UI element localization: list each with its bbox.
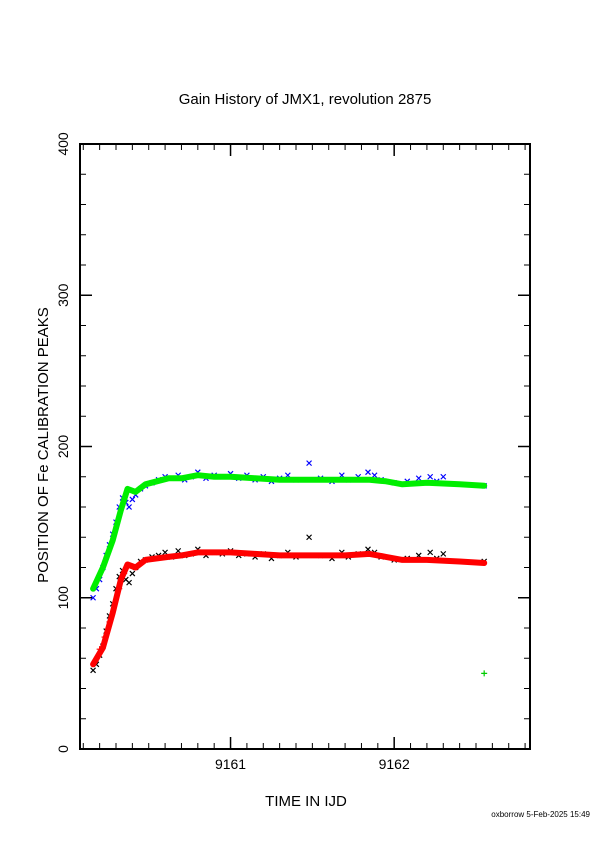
plot-area xyxy=(90,460,488,677)
fit-line xyxy=(90,549,488,668)
x-tick-label: 9161 xyxy=(215,756,246,772)
data-point-x xyxy=(427,549,434,556)
data-point-x xyxy=(126,504,133,510)
data-point-x xyxy=(90,594,97,601)
data-point-x xyxy=(427,473,434,480)
data-point-x xyxy=(440,473,447,480)
data-point-x xyxy=(365,469,371,476)
footer-timestamp: oxborrow 5-Feb-2025 15:49 xyxy=(491,810,590,819)
y-tick-label: 400 xyxy=(55,132,71,156)
y-tick-label: 200 xyxy=(55,435,71,459)
data-point-x xyxy=(440,550,447,557)
data-point-x xyxy=(371,472,378,479)
data-point-plus xyxy=(481,670,488,677)
y-tick-label: 0 xyxy=(55,745,71,753)
y-tick-label: 100 xyxy=(55,586,71,610)
x-tick-label: 9162 xyxy=(379,756,410,772)
data-point-x xyxy=(129,570,136,577)
data-point-x xyxy=(129,496,136,503)
data-point-x xyxy=(175,547,182,554)
data-point-x xyxy=(306,534,313,541)
fit-line xyxy=(90,472,488,592)
data-point-x xyxy=(90,667,97,674)
data-point-x xyxy=(162,549,169,556)
data-point-x xyxy=(126,579,133,586)
x-axis-label: TIME IN IJD xyxy=(265,793,347,810)
chart-title: Gain History of JMX1, revolution 2875 xyxy=(179,91,432,108)
plot-frame xyxy=(79,143,531,750)
data-point-x xyxy=(306,460,313,467)
y-axis-label: POSITION OF Fe CALIBRATION PEAKS xyxy=(35,307,52,583)
y-tick-label: 300 xyxy=(55,283,71,307)
data-point-x xyxy=(415,475,422,482)
